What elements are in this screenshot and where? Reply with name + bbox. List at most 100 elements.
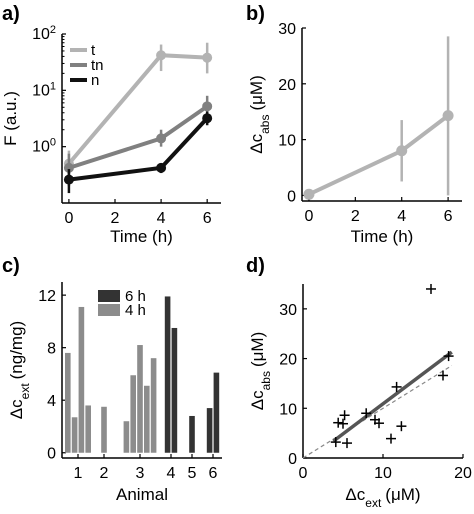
panel-d-ylabel-main: Δc: [248, 390, 267, 410]
panel-a-ylabel: F (a.u.): [1, 91, 20, 146]
panel-a-point-tn: [156, 133, 167, 144]
panel-b-ylabel: Δcabs (μM): [247, 75, 272, 154]
panel-c-legend-label: 6 h: [125, 288, 146, 305]
panel-b-x-tick-label: 0: [305, 208, 314, 225]
panel-c-bar-animal-1: [65, 352, 71, 453]
panel-c-legend-swatch: [98, 304, 120, 316]
panel-c-bar-animal-3: [150, 358, 157, 453]
panel-d-x-tick-label: 10: [374, 465, 392, 482]
panel-c-y-tick-label: 4: [47, 393, 56, 410]
panel-b-ylabel-unit: (μM): [247, 75, 266, 110]
panel-a-y-tick-label: 102: [32, 24, 56, 43]
panel-d-point: [396, 421, 407, 432]
panel-letter-b: b): [246, 3, 265, 25]
panel-d-point: [391, 381, 402, 392]
panel-a-legend-label-tn: tn: [91, 57, 104, 74]
panel-b-x-tick-label: 4: [397, 208, 406, 225]
panel-a-x-tick-label: 2: [111, 210, 120, 227]
panel-d-point: [339, 410, 350, 421]
panel-c-bar-animal-3: [130, 375, 136, 453]
panel-d-point: [386, 433, 396, 444]
panel-c-x-tick-label: 5: [188, 465, 197, 482]
panel-a-x-tick-label: 6: [203, 210, 212, 227]
panel-d-fit-line: [332, 350, 453, 443]
panel-d-x-tick-label: 0: [299, 465, 308, 482]
panel-d-xlabel-sub: ext: [365, 496, 382, 510]
panel-c-bar-animal-2: [101, 406, 107, 453]
panel-b: b) 0 2 4 6 0 10 20 30 Time (h) Δcabs (μM): [246, 3, 462, 246]
panel-c-y-tick-label: 8: [47, 341, 56, 358]
panel-b-ylabel-sub: abs: [258, 115, 272, 134]
panel-d-ylabel-unit: (μM): [248, 332, 267, 367]
panel-a-x-tick-label: 4: [157, 210, 166, 227]
panel-a-y-tick-exp: 1: [50, 80, 56, 92]
panel-d-x-tick-label: 20: [454, 465, 472, 482]
panel-d-point: [342, 438, 352, 449]
panel-c-ylabel: Δcext (ng/mg): [7, 321, 32, 419]
panel-letter-d: d): [246, 255, 265, 277]
panel-a-y-tick-base: 10: [32, 139, 50, 156]
panel-c-xlabel: Animal: [116, 485, 168, 504]
panel-a-point-tn: [63, 162, 74, 173]
panel-c-legend-swatch: [98, 290, 120, 302]
panel-b-y-tick-label: 20: [278, 77, 296, 94]
panel-d-y-tick-label: 20: [279, 352, 297, 369]
panel-d-ylabel: Δcabs (μM): [248, 332, 273, 411]
panel-a-xlabel: Time (h): [110, 227, 173, 246]
panel-d-y-tick-label: 10: [279, 401, 297, 418]
panel-letter-c: c): [2, 255, 20, 277]
panel-c-bar-animal-1: [85, 405, 91, 453]
panel-d-point: [443, 351, 454, 362]
panel-a-point-n: [63, 174, 74, 185]
panel-d-point: [330, 437, 341, 448]
panel-b-point: [396, 145, 408, 157]
panel-c-ylabel-unit: (ng/mg): [7, 321, 26, 380]
panel-d-point: [374, 418, 384, 429]
panel-d-point: [333, 417, 344, 428]
panel-c-bar-animal-4: [171, 327, 178, 453]
panel-c-bar-animal-4: [164, 296, 171, 453]
panel-b-point: [303, 188, 315, 200]
panel-a-point-t: [156, 50, 167, 61]
panel-d-identity-line: [302, 365, 453, 459]
panel-d-point: [338, 418, 348, 429]
panel-c-y-tick-label: 12: [38, 288, 56, 305]
panel-b-y-tick-label: 30: [278, 21, 296, 38]
panel-c-bar-animal-5: [189, 415, 195, 453]
panel-d-point: [438, 370, 448, 381]
panel-d-ylabel-sub: abs: [259, 371, 273, 390]
panel-a-y-tick-exp: 2: [50, 24, 56, 36]
panel-c-bar-animal-1: [78, 306, 85, 453]
panel-a-point-n: [156, 162, 167, 173]
panel-d-point: [426, 283, 436, 294]
panel-c-x-tick-label: 4: [167, 465, 176, 482]
panel-c-legend-label: 4 h: [125, 302, 146, 319]
panel-d-xlabel-main: Δc: [345, 485, 365, 504]
panel-letter-a: a): [2, 3, 20, 25]
panel-b-point: [442, 110, 454, 122]
panel-b-x-tick-label: 6: [444, 208, 453, 225]
panel-a-y-tick-exp: 0: [50, 137, 56, 149]
panel-c-y-tick-label: 0: [47, 446, 56, 463]
panel-c-x-tick-label: 3: [136, 465, 145, 482]
panel-c-bar-animal-3: [123, 421, 130, 453]
panel-d-y-tick-label: 0: [288, 451, 297, 468]
panel-a-y-tick-label: 100: [32, 137, 56, 156]
panel-a-legend-label-n: n: [91, 72, 99, 89]
panel-b-xlabel: Time (h): [351, 227, 414, 246]
panel-b-y-tick-label: 10: [278, 133, 296, 150]
panel-c-ylabel-sub: ext: [18, 383, 32, 400]
panel-c-bar-animal-6: [206, 408, 213, 453]
panel-a-y-tick-label: 101: [32, 80, 56, 99]
panel-c-bar-animal-6: [213, 372, 220, 453]
panel-b-line: [308, 114, 450, 197]
panel-b-y-tick-label: 0: [287, 188, 296, 205]
panel-a-y-tick-base: 10: [32, 82, 50, 99]
panel-c-x-tick-label: 2: [100, 465, 109, 482]
panel-d-xlabel: Δcext (μM): [345, 485, 420, 510]
panel-c-x-tick-label: 6: [209, 465, 218, 482]
